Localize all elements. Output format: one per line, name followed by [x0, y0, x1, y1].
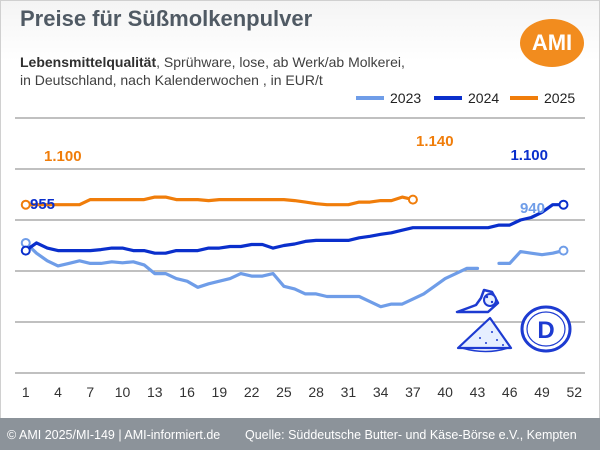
data-label: 1.140 [416, 133, 454, 150]
x-tick-label: 19 [212, 384, 228, 400]
data-label: 955 [30, 196, 55, 213]
powder-icon [456, 316, 513, 353]
footer-bar: © AMI 2025/MI-149 | AMI-informiert.de Qu… [0, 418, 600, 450]
legend-label-2024: 2024 [468, 90, 499, 106]
legend-label-2025: 2025 [544, 90, 575, 106]
series-point-2025 [407, 194, 418, 205]
legend-label-2023: 2023 [390, 90, 421, 106]
x-tick-label: 16 [179, 384, 195, 400]
x-tick-label: 52 [566, 384, 582, 400]
footer-source: Quelle: Süddeutsche Butter- und Käse-Bör… [245, 428, 577, 442]
x-tick-label: 22 [244, 384, 260, 400]
x-tick-label: 13 [147, 384, 163, 400]
footer-copyright: © AMI 2025/MI-149 | AMI-informiert.de [7, 428, 221, 442]
subtitle-line1: , Sprühware, lose, ab Werk/ab Molkerei, [156, 54, 405, 70]
x-tick-label: 40 [437, 384, 453, 400]
series-point-2024 [558, 199, 569, 210]
data-label: 1.100 [44, 148, 82, 165]
subtitle-line2: in Deutschland, nach Kalenderwochen , in… [20, 72, 323, 88]
x-tick-label: 7 [86, 384, 94, 400]
page-title: Preise für Süßmolkenpulver [20, 6, 313, 31]
series-line-2024 [24, 203, 566, 255]
chart-legend: 2023 2024 2025 [356, 90, 575, 106]
ami-logo: AMI [520, 19, 584, 67]
x-tick-label: 28 [308, 384, 324, 400]
svg-text:D: D [537, 317, 554, 344]
series-line-2025 [24, 195, 415, 207]
series-point-2023 [558, 245, 569, 256]
data-label: 1.100 [510, 147, 548, 164]
x-tick-label: 25 [276, 384, 292, 400]
line-chart: 1 4 7 10 13 16 19 22 25 28 31 34 37 40 43 46 49 52 955 940… [15, 90, 585, 400]
x-tick-label: 10 [115, 384, 131, 400]
germany-d-icon: D [520, 305, 572, 353]
subtitle-bold: Lebensmittelqualität [20, 54, 157, 70]
series-line-2023 [24, 241, 566, 309]
x-tick-label: 34 [373, 384, 389, 400]
x-tick-label: 43 [470, 384, 486, 400]
x-tick-label: 37 [405, 384, 421, 400]
x-tick-label: 49 [534, 384, 550, 400]
chart-series [20, 194, 569, 309]
x-tick-label: 46 [502, 384, 518, 400]
x-tick-label: 1 [22, 384, 30, 400]
chart-data-labels: 955 940 1.100 1.100 1.140 [30, 133, 548, 217]
x-axis-ticks: 1 4 7 10 13 16 19 22 25 28 31 34 37 40 43 46 49 52 [22, 384, 582, 400]
x-tick-label: 31 [341, 384, 357, 400]
x-tick-label: 4 [54, 384, 62, 400]
data-label: 940 [520, 200, 545, 217]
series-point-2025 [20, 199, 31, 210]
series-point-2024 [20, 245, 31, 256]
chart-subtitle: Lebensmittelqualität, Sprühware, lose, a… [20, 53, 405, 89]
bag-icon [455, 288, 500, 314]
